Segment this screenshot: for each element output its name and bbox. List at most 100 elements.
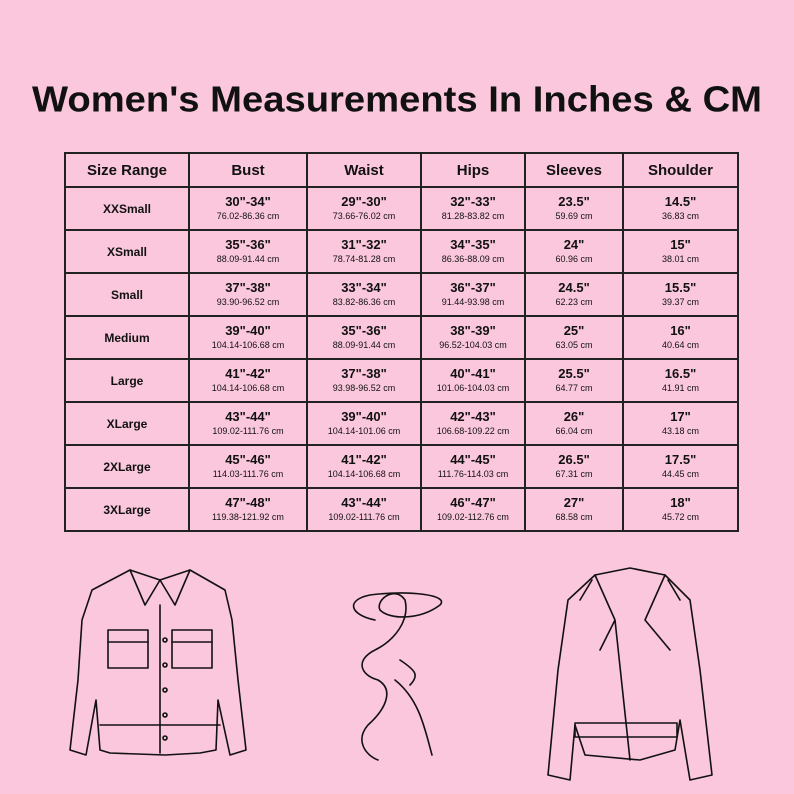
table-row: 3XLarge 47"-48" 119.38-121.92 cm 43"-44" 109… — [64, 487, 739, 532]
inches: 17.5" — [664, 452, 697, 467]
inches: 38"-39" — [450, 323, 496, 338]
measure-cell: 43"-44" 109.02-111.76 cm — [188, 401, 308, 446]
measure-cell: 40"-41" 101.06-104.03 cm — [420, 358, 526, 403]
centimeters: 88.09-91.44 cm — [216, 254, 280, 264]
measure-cell: 36"-37" 91.44-93.98 cm — [420, 272, 526, 317]
centimeters: 44.45 cm — [661, 469, 700, 479]
measure-cell: 16" 40.64 cm — [622, 315, 739, 360]
centimeters: 83.82-86.36 cm — [332, 297, 396, 307]
centimeters: 39.37 cm — [661, 297, 700, 307]
centimeters: 73.66-76.02 cm — [332, 211, 396, 221]
table-row: Small 37"-38" 93.90-96.52 cm 33"-34" 83.82-8… — [64, 272, 739, 317]
header-cell: Hips — [420, 152, 526, 188]
header-cell: Waist — [306, 152, 422, 188]
measure-cell: 14.5" 36.83 cm — [622, 186, 739, 231]
inches: 42"-43" — [450, 409, 496, 424]
title-area: Women's Measurements In Inches & CM — [32, 79, 762, 120]
centimeters: 76.02-86.36 cm — [216, 211, 280, 221]
inches: 23.5" — [558, 194, 590, 209]
header-cell: Sleeves — [524, 152, 624, 188]
measure-cell: 24.5" 62.23 cm — [524, 272, 624, 317]
centimeters: 93.90-96.52 cm — [216, 297, 280, 307]
centimeters: 111.76-114.03 cm — [437, 469, 509, 479]
measure-cell: 27" 68.58 cm — [524, 487, 624, 532]
inches: 26.5" — [558, 452, 590, 467]
centimeters: 104.14-106.68 cm — [211, 340, 285, 350]
inches: 47"-48" — [225, 495, 271, 510]
size-cell: Small — [64, 272, 190, 317]
measure-cell: 38"-39" 96.52-104.03 cm — [420, 315, 526, 360]
measure-cell: 31"-32" 78.74-81.28 cm — [306, 229, 422, 274]
measure-cell: 26.5" 67.31 cm — [524, 444, 624, 489]
centimeters: 96.52-104.03 cm — [439, 340, 507, 350]
inches: 27" — [563, 495, 585, 510]
measure-cell: 17.5" 44.45 cm — [622, 444, 739, 489]
inches: 41"-42" — [341, 452, 387, 467]
centimeters: 109.02-111.76 cm — [212, 426, 284, 436]
inches: 25" — [563, 323, 585, 338]
table-row: XLarge 43"-44" 109.02-111.76 cm 39"-40" 104.… — [64, 401, 739, 446]
measure-cell: 42"-43" 106.68-109.22 cm — [420, 401, 526, 446]
centimeters: 43.18 cm — [661, 426, 700, 436]
centimeters: 114.03-111.76 cm — [212, 469, 284, 479]
inches: 14.5" — [664, 194, 697, 209]
centimeters: 88.09-91.44 cm — [332, 340, 396, 350]
measure-cell: 26" 66.04 cm — [524, 401, 624, 446]
measure-cell: 17" 43.18 cm — [622, 401, 739, 446]
centimeters: 59.69 cm — [555, 211, 593, 221]
size-cell: XLarge — [64, 401, 190, 446]
inches: 37"-38" — [341, 366, 387, 381]
measure-cell: 46"-47" 109.02-112.76 cm — [420, 487, 526, 532]
centimeters: 104.14-101.06 cm — [327, 426, 401, 436]
centimeters: 62.23 cm — [555, 297, 593, 307]
inches: 45"-46" — [225, 452, 271, 467]
centimeters: 63.05 cm — [555, 340, 593, 350]
measure-cell: 35"-36" 88.09-91.44 cm — [306, 315, 422, 360]
centimeters: 36.83 cm — [661, 211, 700, 221]
inches: 46"-47" — [450, 495, 496, 510]
size-cell: 3XLarge — [64, 487, 190, 532]
inches: 35"-36" — [341, 323, 387, 338]
inches: 35"-36" — [225, 237, 271, 252]
size-cell: Large — [64, 358, 190, 403]
measure-cell: 44"-45" 111.76-114.03 cm — [420, 444, 526, 489]
body-figure — [352, 592, 443, 761]
measure-cell: 15" 38.01 cm — [622, 229, 739, 274]
table-row: XXSmall 30"-34" 76.02-86.36 cm 29"-30" 73.66… — [64, 186, 739, 231]
inches: 39"-40" — [341, 409, 387, 424]
measure-cell: 39"-40" 104.14-101.06 cm — [306, 401, 422, 446]
measure-cell: 39"-40" 104.14-106.68 cm — [188, 315, 308, 360]
title: Women's Measurements In Inches & CM — [32, 79, 762, 120]
inches: 30"-34" — [225, 194, 271, 209]
moto-jacket — [547, 567, 713, 781]
header-row: Size Range Bust Waist Hips Sleeves Shoulder — [64, 152, 739, 188]
header-cell: Bust — [188, 152, 308, 188]
inches: 24.5" — [558, 280, 590, 295]
measure-cell: 16.5" 41.91 cm — [622, 358, 739, 403]
table-row: Medium 39"-40" 104.14-106.68 cm 35"-36" 88.0… — [64, 315, 739, 360]
size-cell: XSmall — [64, 229, 190, 274]
centimeters: 81.28-83.82 cm — [441, 211, 505, 221]
inches: 24" — [563, 237, 585, 252]
measure-cell: 41"-42" 104.14-106.68 cm — [306, 444, 422, 489]
measure-cell: 23.5" 59.69 cm — [524, 186, 624, 231]
table-row: Large 41"-42" 104.14-106.68 cm 37"-38" 93.98… — [64, 358, 739, 403]
inches: 18" — [670, 495, 691, 510]
centimeters: 93.98-96.52 cm — [332, 383, 396, 393]
centimeters: 68.58 cm — [555, 512, 593, 522]
measure-cell: 35"-36" 88.09-91.44 cm — [188, 229, 308, 274]
inches: 37"-38" — [225, 280, 271, 295]
measure-cell: 32"-33" 81.28-83.82 cm — [420, 186, 526, 231]
inches: 15.5" — [664, 280, 697, 295]
size-table: Size Range Bust Waist Hips Sleeves Shoulder X… — [64, 152, 739, 532]
centimeters: 119.38-121.92 cm — [212, 512, 284, 522]
inches: 41"-42" — [225, 366, 271, 381]
measure-cell: 37"-38" 93.98-96.52 cm — [306, 358, 422, 403]
measure-cell: 33"-34" 83.82-86.36 cm — [306, 272, 422, 317]
measure-cell: 34"-35" 86.36-88.09 cm — [420, 229, 526, 274]
illustrations — [69, 567, 713, 781]
table-row: 2XLarge 45"-46" 114.03-111.76 cm 41"-42" 104… — [64, 444, 739, 489]
inches: 15" — [670, 237, 691, 252]
measure-cell: 30"-34" 76.02-86.36 cm — [188, 186, 308, 231]
